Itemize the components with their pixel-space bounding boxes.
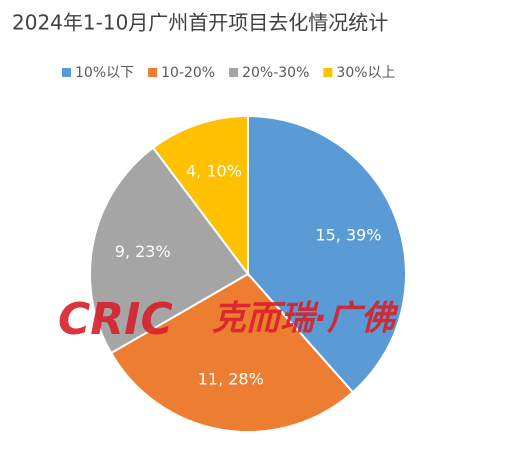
slice (247, 114, 407, 394)
legend-marker (62, 68, 71, 77)
legend-marker (229, 68, 239, 77)
legend-marker (148, 68, 158, 77)
slice (109, 272, 355, 433)
legend-label: 20%-30% (242, 65, 309, 81)
legend-label: 10%以下 (75, 65, 134, 81)
slice (151, 114, 249, 277)
slice (89, 146, 250, 355)
data-label: 15, 39% (315, 225, 381, 244)
legend-label: 30%以上 (336, 65, 395, 81)
legend-label: 10-20% (161, 65, 215, 81)
legend-marker (323, 68, 333, 77)
data-label: 9, 23% (115, 242, 171, 261)
legend: 10%以下 10-20% 20%-30% 30%以上 (62, 65, 396, 81)
watermark-text: 克而瑞·广佛 (212, 299, 399, 339)
pie: 15, 39% 11, 28% 9, 23% 4, 10% (89, 114, 407, 433)
data-label: 4, 10% (186, 162, 242, 181)
watermark: CRIC 克而瑞·广佛 (58, 294, 399, 345)
watermark-logo: CRIC (58, 294, 173, 345)
chart-title: 2024年1-10月广州首开项目去化情况统计 (12, 11, 388, 35)
data-label: 11, 28% (198, 370, 264, 389)
